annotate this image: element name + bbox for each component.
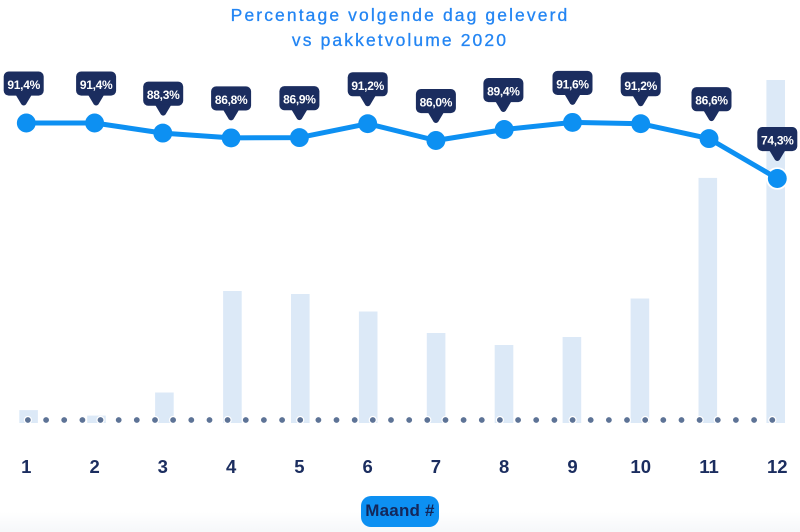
svg-text:4: 4 <box>226 456 237 477</box>
svg-text:2: 2 <box>89 456 99 477</box>
svg-text:86,9%: 86,9% <box>283 93 316 107</box>
svg-text:3: 3 <box>158 456 168 477</box>
svg-text:1: 1 <box>21 456 31 477</box>
svg-text:10: 10 <box>630 456 651 477</box>
svg-text:11: 11 <box>699 456 719 477</box>
svg-text:91,2%: 91,2% <box>624 79 657 93</box>
svg-text:88,3%: 88,3% <box>147 88 180 102</box>
svg-text:5: 5 <box>294 456 304 477</box>
svg-text:91,4%: 91,4% <box>80 78 113 92</box>
svg-text:86,8%: 86,8% <box>215 93 248 107</box>
svg-text:91,2%: 91,2% <box>351 79 384 93</box>
svg-text:91,4%: 91,4% <box>7 78 40 92</box>
svg-text:6: 6 <box>363 456 373 477</box>
svg-text:86,0%: 86,0% <box>420 96 453 110</box>
svg-text:91,6%: 91,6% <box>556 78 589 92</box>
svg-text:8: 8 <box>499 456 509 477</box>
svg-text:9: 9 <box>567 456 577 477</box>
svg-text:12: 12 <box>767 456 788 477</box>
svg-text:7: 7 <box>431 456 441 477</box>
svg-text:89,4%: 89,4% <box>487 85 520 99</box>
svg-text:86,6%: 86,6% <box>695 94 728 108</box>
svg-text:74,3%: 74,3% <box>761 134 794 148</box>
